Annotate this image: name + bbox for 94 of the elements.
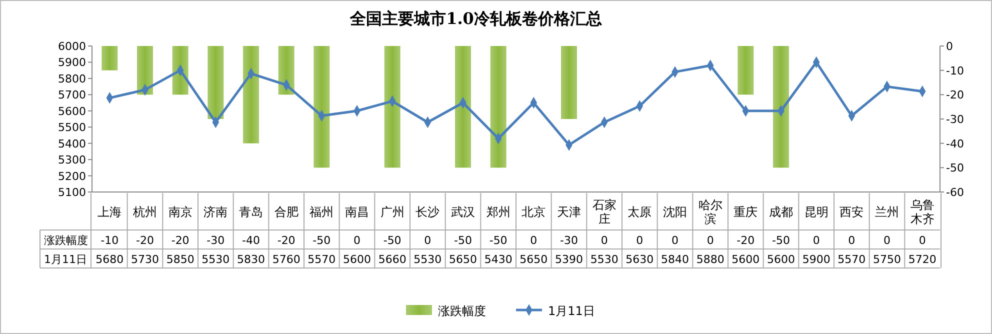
data-label: 5660 — [378, 253, 406, 266]
x-tick-label: 北京 — [522, 205, 546, 219]
y-tick-label: 5200 — [58, 170, 86, 183]
x-tick-label: 广州 — [380, 205, 404, 219]
x-tick-label: 成都 — [769, 205, 793, 219]
data-label: 5880 — [696, 253, 724, 266]
data-label: 5430 — [484, 253, 512, 266]
x-tick-label: 太原 — [628, 205, 652, 219]
data-label: 5650 — [449, 253, 477, 266]
data-label: 5830 — [237, 253, 265, 266]
text: 涨跌幅度 — [44, 234, 88, 247]
x-tick-label: 青岛 — [239, 205, 263, 219]
y2-tick-label: -10 — [946, 64, 964, 78]
x-tick-label: 济南 — [204, 205, 228, 219]
data-label: 5570 — [308, 253, 336, 266]
data-label: 0 — [354, 234, 360, 247]
data-label: 5530 — [202, 253, 230, 266]
data-label: -50 — [454, 234, 472, 247]
data-label: -50 — [312, 234, 331, 247]
data-label: -30 — [206, 234, 225, 247]
data-label: -40 — [242, 234, 260, 247]
data-label: 5570 — [838, 253, 866, 266]
text: 1月11日 — [44, 253, 87, 266]
y2-tick-label: -30 — [946, 113, 964, 126]
data-label: -20 — [277, 234, 296, 247]
chart-title: 全国主要城市1.0冷轧板卷价格汇总 — [349, 9, 602, 28]
x-tick-label: 天津 — [557, 205, 581, 219]
data-label: -20 — [136, 234, 154, 247]
x-tick-label: 上海 — [98, 205, 122, 219]
data-label: 5680 — [96, 253, 124, 266]
data-label: 0 — [530, 234, 538, 247]
data-label: 5600 — [732, 253, 760, 266]
x-tick-label: 昆明 — [804, 205, 828, 219]
x-tick-label: 郑州 — [486, 205, 510, 219]
data-label: 5650 — [520, 253, 548, 266]
x-tick-label: 南昌 — [345, 205, 369, 219]
y2-tick-label: -40 — [946, 137, 964, 150]
legend-label: 涨跌幅度 — [438, 304, 486, 318]
data-label: 5760 — [272, 253, 300, 266]
y-tick-label: 5500 — [58, 121, 86, 134]
y-tick-label: 5100 — [58, 186, 86, 199]
x-tick-label: 武汉 — [451, 205, 475, 219]
data-label: -30 — [560, 234, 578, 247]
data-label: 0 — [812, 234, 820, 247]
data-label: -10 — [100, 234, 119, 247]
data-label: 0 — [424, 234, 432, 247]
x-tick-label: 哈尔滨 — [698, 198, 722, 226]
x-tick-label: 合肥 — [274, 205, 298, 219]
y-tick-label: 5600 — [58, 104, 86, 118]
data-label: 0 — [636, 234, 644, 247]
x-tick-label: 长沙 — [416, 205, 440, 219]
x-tick-label: 南京 — [168, 205, 192, 219]
x-tick-label: 乌鲁木齐 — [910, 198, 934, 226]
data-label: 5840 — [661, 253, 689, 266]
data-label: 5720 — [908, 253, 936, 266]
data-label: 5530 — [590, 253, 618, 266]
x-tick-label: 杭州 — [132, 205, 157, 219]
y-tick-label: 5800 — [58, 72, 86, 86]
y2-tick-label: -60 — [946, 186, 964, 199]
data-label: 5530 — [414, 253, 442, 266]
x-tick-label: 兰州 — [875, 205, 899, 219]
x-tick-label: 福州 — [310, 205, 334, 219]
x-tick-label: 西安 — [840, 205, 864, 219]
data-label: 0 — [600, 234, 608, 247]
data-label: 5600 — [767, 253, 795, 266]
y2-tick-label: -50 — [946, 162, 964, 175]
data-label: 5630 — [626, 253, 654, 266]
data-label: 5900 — [802, 253, 830, 266]
data-label: 5390 — [555, 253, 583, 266]
data-label: 0 — [706, 234, 714, 247]
y-tick-label: 6000 — [58, 40, 86, 53]
data-label: 5850 — [166, 253, 194, 266]
x-tick-label: 重庆 — [734, 205, 758, 219]
data-label: -50 — [772, 234, 790, 247]
y-tick-label: 5300 — [58, 154, 86, 167]
data-label: 0 — [884, 234, 890, 247]
data-label: 5730 — [131, 253, 159, 266]
data-label: 5750 — [873, 253, 901, 266]
y2-tick-label: 0 — [946, 40, 953, 53]
x-tick-label: 石家庄 — [592, 198, 616, 226]
x-tick-label: 沈阳 — [663, 205, 687, 219]
data-label: 0 — [848, 234, 856, 247]
data-label: 0 — [672, 234, 678, 247]
data-label: 5600 — [343, 253, 371, 266]
data-label: -50 — [383, 234, 402, 247]
legend-label: 1月11日 — [548, 304, 595, 318]
data-label: -20 — [171, 234, 190, 247]
data-label: 0 — [918, 234, 926, 247]
y-tick-label: 5700 — [58, 88, 86, 102]
y2-tick-label: -20 — [946, 88, 964, 102]
y-tick-label: 5400 — [58, 137, 86, 150]
y-tick-label: 5900 — [58, 56, 86, 70]
data-label: -50 — [489, 234, 508, 247]
data-label: -20 — [736, 234, 755, 247]
